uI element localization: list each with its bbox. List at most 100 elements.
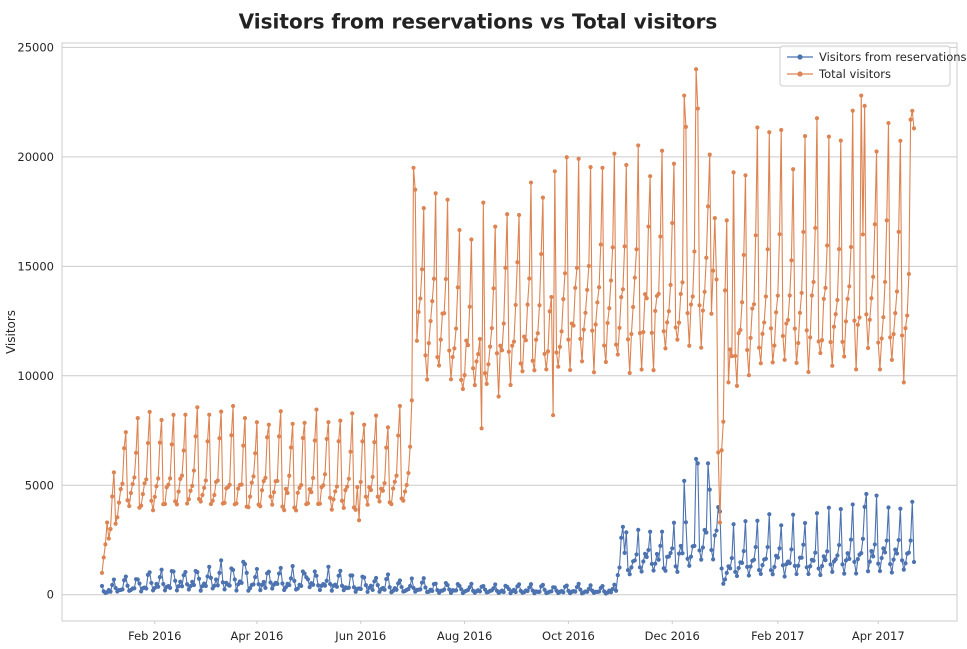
data-point <box>288 576 294 581</box>
data-point <box>465 342 471 348</box>
data-point <box>157 440 162 445</box>
data-point <box>271 490 277 495</box>
data-point <box>872 222 877 227</box>
data-point <box>637 565 643 570</box>
data-point <box>505 212 510 217</box>
data-point <box>683 124 688 129</box>
data-point <box>789 258 794 263</box>
data-point <box>212 583 217 588</box>
data-point <box>743 173 748 178</box>
data-point <box>181 573 186 578</box>
data-point <box>152 585 157 591</box>
data-point <box>326 564 331 569</box>
data-point <box>806 571 811 577</box>
data-point <box>697 303 702 308</box>
data-point <box>760 331 765 336</box>
data-point <box>755 518 760 523</box>
data-point <box>191 582 197 588</box>
data-point <box>729 353 734 359</box>
data-point <box>884 218 889 223</box>
data-point <box>588 165 593 170</box>
data-point <box>540 582 546 587</box>
data-point <box>886 120 891 126</box>
data-point <box>491 286 496 291</box>
legend-label-total: Total visitors <box>818 67 891 81</box>
data-point <box>852 318 857 323</box>
data-point <box>399 584 404 590</box>
data-point <box>869 548 874 554</box>
data-point <box>431 276 437 281</box>
data-point <box>123 430 128 435</box>
data-point <box>840 339 845 344</box>
data-point <box>704 255 709 260</box>
data-point <box>682 93 687 98</box>
data-point <box>276 434 282 439</box>
data-point <box>855 322 860 327</box>
data-point <box>113 521 118 526</box>
data-point <box>842 354 847 359</box>
data-point <box>169 442 174 447</box>
data-point <box>746 373 751 378</box>
data-point <box>804 328 809 333</box>
data-point <box>234 588 239 593</box>
data-point <box>903 561 908 566</box>
data-point <box>171 412 176 417</box>
data-point <box>692 543 697 549</box>
data-point <box>894 551 900 556</box>
data-point <box>629 331 634 337</box>
data-point <box>103 542 108 547</box>
data-point <box>244 570 249 575</box>
data-point <box>617 325 622 330</box>
series-reservations <box>99 456 917 596</box>
data-point <box>676 320 682 325</box>
data-point <box>471 366 476 371</box>
data-point <box>648 529 653 534</box>
data-point <box>808 335 813 340</box>
data-point <box>230 567 236 573</box>
data-point <box>249 480 254 485</box>
data-point <box>513 589 518 595</box>
data-point <box>748 335 753 341</box>
series-total <box>99 67 917 575</box>
data-point <box>564 583 569 588</box>
data-point <box>586 586 591 592</box>
data-point <box>644 554 649 560</box>
data-point <box>469 581 474 586</box>
data-point <box>682 478 687 483</box>
data-point <box>835 297 840 303</box>
data-point <box>436 363 442 368</box>
data-point <box>387 585 392 590</box>
data-point <box>772 564 777 570</box>
data-point <box>122 446 127 451</box>
data-point <box>831 324 837 329</box>
data-point <box>482 371 488 376</box>
data-point <box>610 245 615 250</box>
y-tick-label: 25000 <box>17 40 54 54</box>
data-point <box>573 285 578 290</box>
data-point <box>619 295 624 300</box>
data-point <box>745 564 750 570</box>
data-point <box>767 512 772 517</box>
data-point <box>600 165 605 170</box>
data-point <box>854 367 859 372</box>
data-point <box>850 108 855 113</box>
data-point <box>259 488 265 493</box>
data-point <box>133 450 139 455</box>
data-point <box>481 200 486 205</box>
data-point <box>373 575 379 581</box>
data-point <box>467 304 472 309</box>
data-point <box>435 354 440 360</box>
data-point <box>893 311 898 316</box>
data-point <box>688 554 694 559</box>
data-point <box>368 487 374 493</box>
data-point <box>843 319 849 324</box>
data-point <box>181 448 186 453</box>
data-point <box>782 574 787 579</box>
data-point <box>230 403 236 409</box>
data-point <box>724 570 729 575</box>
data-point <box>545 349 551 354</box>
data-point <box>811 279 816 285</box>
data-point <box>377 499 382 504</box>
data-point <box>743 519 748 524</box>
